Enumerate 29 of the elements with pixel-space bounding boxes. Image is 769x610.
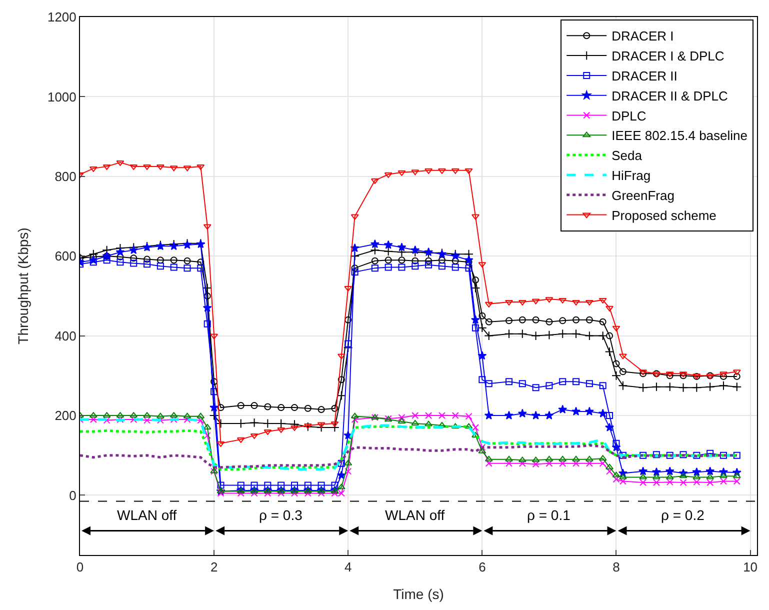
- legend-label: DRACER I & DPLC: [612, 48, 724, 64]
- x-tick-label: 6: [478, 560, 486, 575]
- legend-label: DRACER II & DPLC: [612, 88, 728, 104]
- annotation: ρ = 0.3: [259, 507, 303, 523]
- x-axis-title: Time (s): [393, 586, 444, 602]
- legend-label: IEEE 802.15.4 baseline: [612, 128, 748, 144]
- x-tick-label: 4: [344, 560, 352, 575]
- legend-label: DRACER I: [612, 28, 674, 44]
- legend-label: DRACER II: [612, 68, 678, 84]
- annotation: WLAN off: [117, 507, 177, 523]
- x-tick-label: 10: [743, 560, 758, 575]
- legend-label: Proposed scheme: [612, 208, 716, 223]
- x-tick-label: 8: [612, 560, 620, 575]
- legend-label: DPLC: [612, 108, 646, 124]
- legend-label: HiFrag: [612, 168, 651, 184]
- annotation: WLAN off: [385, 507, 445, 523]
- annotation: ρ = 0.1: [527, 507, 571, 523]
- y-tick-label: 600: [54, 248, 76, 264]
- legend-label: Seda: [612, 148, 643, 164]
- y-axis-title: Throughput (Kbps): [15, 228, 32, 344]
- x-tick-label: 2: [210, 560, 218, 575]
- y-tick-label: 0: [69, 488, 76, 503]
- legend-label: GreenFrag: [612, 188, 674, 203]
- y-tick-label: 800: [54, 168, 76, 184]
- y-tick-label: 1000: [47, 89, 76, 104]
- y-tick-label: 400: [54, 328, 76, 344]
- y-tick-label: 200: [54, 408, 76, 424]
- y-tick-label: 1200: [47, 10, 76, 25]
- annotation: ρ = 0.2: [661, 507, 705, 523]
